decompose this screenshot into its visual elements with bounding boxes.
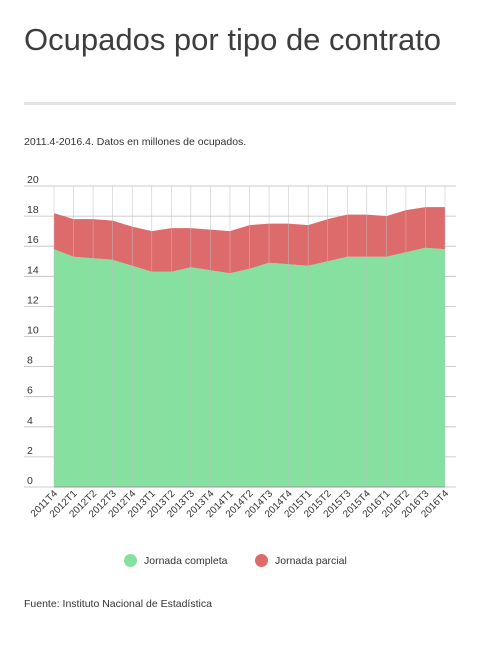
legend-label-completa: Jornada completa bbox=[144, 554, 228, 567]
legend-swatch-parcial bbox=[255, 554, 268, 567]
y-tick-label: 8 bbox=[27, 355, 33, 367]
area-chart: 0 2 4 6 8 10 12 14 16 18 20 2011T42012T12012T22012… bbox=[24, 174, 456, 520]
chart-legend: Jornada completa Jornada parcial bbox=[0, 554, 480, 574]
legend-label-parcial: Jornada parcial bbox=[275, 554, 347, 567]
chart-subtitle: 2011.4-2016.4. Datos en millones de ocup… bbox=[24, 136, 247, 148]
y-tick-label: 18 bbox=[27, 204, 39, 216]
legend-item-parcial: Jornada parcial bbox=[255, 554, 347, 567]
source-note: Fuente: Instituto Nacional de Estadístic… bbox=[24, 598, 212, 610]
legend-item-completa: Jornada completa bbox=[124, 554, 227, 567]
chart-title: Ocupados por tipo de contrato bbox=[24, 22, 442, 57]
y-tick-label: 14 bbox=[27, 264, 39, 276]
y-tick-label: 10 bbox=[27, 325, 39, 337]
y-tick-label: 16 bbox=[27, 234, 39, 246]
x-axis-ticks: 2011T42012T12012T22012T32012T42013T12013… bbox=[29, 488, 452, 520]
y-tick-label: 0 bbox=[27, 475, 33, 487]
title-divider bbox=[24, 102, 456, 105]
y-tick-label: 12 bbox=[27, 294, 39, 306]
y-tick-label: 6 bbox=[27, 385, 33, 397]
y-axis-ticks: 0 2 4 6 8 10 12 14 16 18 20 bbox=[27, 174, 39, 487]
y-tick-label: 4 bbox=[27, 415, 33, 427]
legend-swatch-completa bbox=[124, 554, 137, 567]
y-tick-label: 2 bbox=[27, 445, 33, 457]
y-tick-label: 20 bbox=[27, 174, 39, 186]
vertical-grid-lines bbox=[53, 186, 446, 488]
